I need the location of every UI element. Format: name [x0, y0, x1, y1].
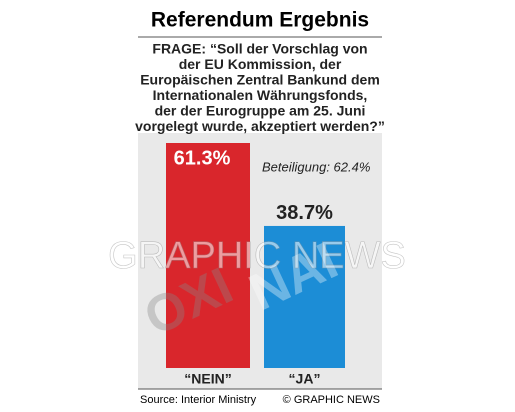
category-label: “JA” [289, 371, 321, 387]
question-line: Europäischen Zentral Bankund dem [140, 72, 380, 88]
question-line: Internationalen Währungsfonds, [153, 87, 368, 103]
source: Source: Interior Ministry [140, 394, 257, 406]
value-label: 61.3% [174, 147, 231, 169]
chart-title: Referendum Ergebnis [151, 9, 369, 32]
question-line: der der Eurogruppe am 25. Juni [155, 103, 366, 119]
credit: © GRAPHIC NEWS [283, 394, 380, 406]
watermark: GRAPHIC NEWS [108, 235, 406, 277]
question-line: vorgelegt wurde, akzeptiert werden?” [135, 118, 385, 134]
question-line: der EU Kommission, der [179, 56, 342, 72]
category-label: “NEIN” [184, 371, 231, 387]
question-line: FRAGE: “Soll der Vorschlag von [152, 41, 367, 57]
bar [166, 143, 250, 368]
bar [264, 225, 345, 368]
value-label: 38.7% [276, 202, 333, 224]
annotation: Beteiligung: 62.4% [262, 159, 370, 174]
